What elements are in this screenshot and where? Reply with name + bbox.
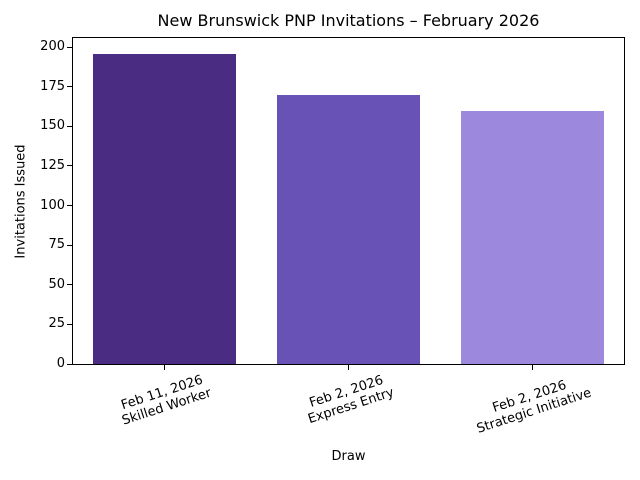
bar <box>93 53 237 364</box>
y-tick-label: 150 <box>40 118 65 134</box>
y-tick-label: 50 <box>48 276 65 292</box>
y-tick-label: 175 <box>40 78 65 94</box>
y-tick-label: 125 <box>40 157 65 173</box>
y-tick-label: 25 <box>48 316 65 332</box>
y-tick-label: 200 <box>40 39 65 55</box>
y-tick-mark <box>67 323 72 325</box>
y-tick-mark <box>67 205 72 207</box>
x-tick-mark <box>164 365 166 370</box>
x-tick-mark <box>348 365 349 370</box>
y-tick-mark <box>67 86 72 88</box>
x-tick-label: Feb 2, 2026 Strategic Initiative <box>475 377 594 437</box>
y-tick-label: 75 <box>48 237 65 253</box>
x-tick-label: Feb 11, 2026 Skilled Worker <box>119 372 214 429</box>
y-tick-mark <box>67 284 72 286</box>
y-tick-mark <box>67 165 72 167</box>
plot-area <box>72 37 625 365</box>
y-tick-label: 0 <box>56 356 65 371</box>
x-axis-label: Draw <box>331 449 366 464</box>
y-tick-label: 100 <box>40 197 65 213</box>
bar <box>276 94 421 364</box>
chart-title: New Brunswick PNP Invitations – February… <box>157 11 540 30</box>
bar <box>460 110 604 364</box>
y-tick-mark <box>67 125 72 127</box>
x-tick-mark <box>531 365 533 370</box>
x-tick-label: Feb 2, 2026 Express Entry <box>306 372 396 428</box>
y-tick-mark <box>67 244 72 246</box>
y-tick-mark <box>67 363 72 365</box>
y-tick-mark <box>67 46 72 48</box>
